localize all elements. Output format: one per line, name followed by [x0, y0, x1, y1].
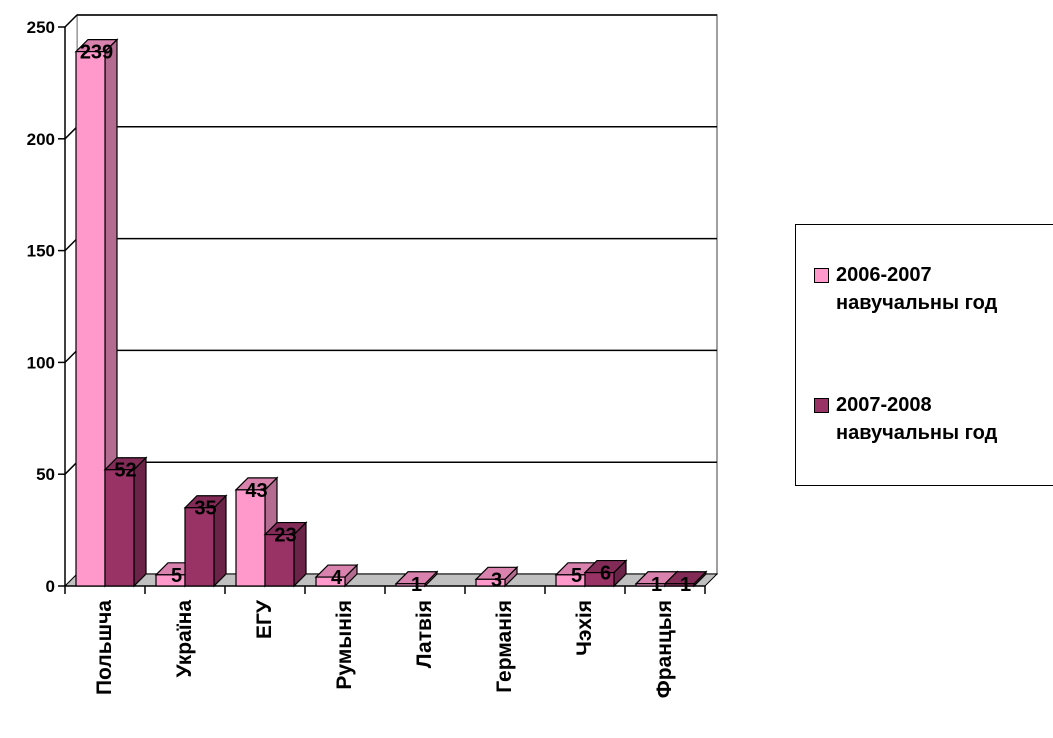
y-tick-label: 50 — [36, 465, 55, 484]
axes: 0 50 100 150 200 250 — [27, 18, 706, 596]
bar — [475, 578, 506, 587]
gridlines — [64, 14, 717, 475]
y-tick-label: 250 — [27, 18, 55, 37]
bar — [315, 576, 346, 587]
y-tick-label: 150 — [27, 242, 55, 261]
x-tick-label: Латвія — [413, 600, 436, 668]
data-label: 4 — [331, 567, 343, 589]
data-label: 35 — [194, 498, 216, 520]
data-label: 3 — [491, 569, 502, 591]
gridline-diagonal — [64, 349, 78, 363]
legend-label-line2: навучальны год — [836, 292, 998, 314]
data-label: 1 — [651, 574, 662, 596]
gridline-diagonal — [64, 126, 78, 140]
bar — [75, 50, 106, 587]
bar — [235, 489, 266, 587]
bar — [395, 583, 426, 587]
legend-swatch-series-2 — [814, 398, 829, 413]
x-tick-label: Францыя — [653, 600, 676, 698]
bar — [584, 571, 615, 587]
bar — [104, 469, 135, 587]
data-label: 239 — [80, 42, 113, 64]
legend-label-line1: 2006-2007 — [836, 264, 932, 286]
y-tick-label: 100 — [27, 353, 55, 372]
gridline-diagonal — [64, 238, 78, 252]
category-labels: Польшча Украïна ЕГУ Румынія Латвія Германія Чэ… — [93, 599, 676, 698]
gridline-diagonal — [64, 461, 78, 475]
data-label: 5 — [171, 565, 182, 587]
bar — [264, 533, 295, 587]
legend-swatch-series-1 — [814, 268, 829, 283]
legend-item-series-2: 2007-2008 навучальны год — [814, 391, 997, 447]
data-label: 1 — [680, 574, 691, 596]
bar — [664, 583, 695, 587]
legend-label-line2: навучальны год — [836, 422, 998, 444]
x-tick-label: Польшча — [93, 600, 116, 695]
y-tick-label: 0 — [46, 577, 55, 596]
y-tick-label: 200 — [27, 130, 55, 149]
side-wall — [64, 13, 78, 588]
legend: 2006-2007 навучальны год 2007-2008 навуч… — [795, 224, 1053, 486]
x-tick-label: Германія — [493, 600, 516, 693]
x-tick-label: Украïна — [173, 600, 196, 678]
data-label: 1 — [411, 574, 422, 596]
legend-label-line1: 2007-2008 — [836, 394, 932, 416]
data-label: 23 — [274, 525, 296, 547]
back-wall — [76, 14, 718, 575]
data-label: 43 — [245, 480, 267, 502]
gridline-diagonal — [64, 14, 78, 28]
data-label: 5 — [571, 565, 582, 587]
data-label: 52 — [114, 460, 136, 482]
bar — [184, 507, 215, 587]
x-tick-label: Чэхія — [573, 600, 596, 656]
x-tick-label: Румынія — [333, 600, 356, 690]
data-label: 6 — [600, 563, 611, 585]
x-tick-label: ЕГУ — [253, 599, 276, 639]
chart-walls — [63, 13, 719, 588]
legend-item-series-1: 2006-2007 навучальны год — [814, 261, 997, 317]
bars — [74, 38, 708, 588]
